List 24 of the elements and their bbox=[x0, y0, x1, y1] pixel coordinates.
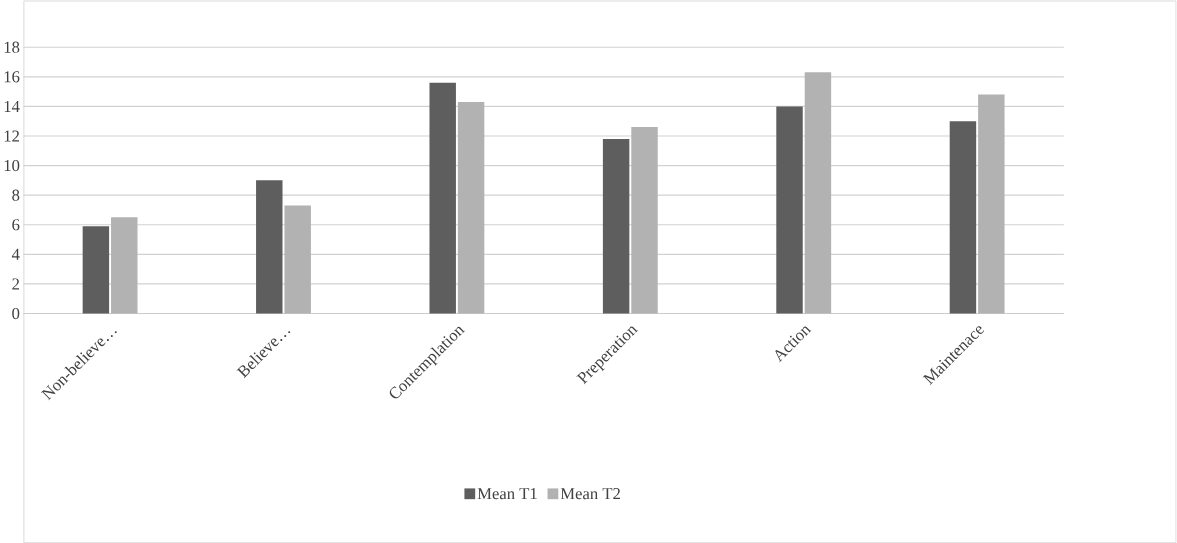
y-tick-label: 16 bbox=[4, 71, 20, 83]
bar bbox=[457, 101, 485, 314]
bar bbox=[256, 180, 283, 314]
bar bbox=[978, 94, 1005, 314]
bar bbox=[284, 205, 311, 314]
legend-label: Mean T1 bbox=[477, 487, 537, 500]
y-tick-label: 6 bbox=[12, 219, 20, 231]
bar bbox=[111, 217, 138, 314]
y-tick-label: 14 bbox=[4, 100, 20, 112]
bar bbox=[602, 138, 630, 314]
bar bbox=[82, 226, 110, 314]
bar bbox=[804, 72, 832, 314]
y-tick-label: 0 bbox=[12, 307, 20, 320]
bar bbox=[631, 126, 658, 314]
y-tick-label: 8 bbox=[12, 189, 20, 201]
y-tick-label: 10 bbox=[4, 159, 20, 172]
bar bbox=[949, 121, 977, 314]
y-tick-label: 12 bbox=[4, 130, 20, 142]
y-tick-label: 2 bbox=[12, 278, 20, 290]
legend-label: Mean T2 bbox=[560, 487, 620, 500]
bar bbox=[429, 82, 456, 314]
y-tick-label: 18 bbox=[4, 41, 20, 53]
bar bbox=[776, 106, 803, 314]
y-tick-label: 4 bbox=[11, 248, 20, 260]
